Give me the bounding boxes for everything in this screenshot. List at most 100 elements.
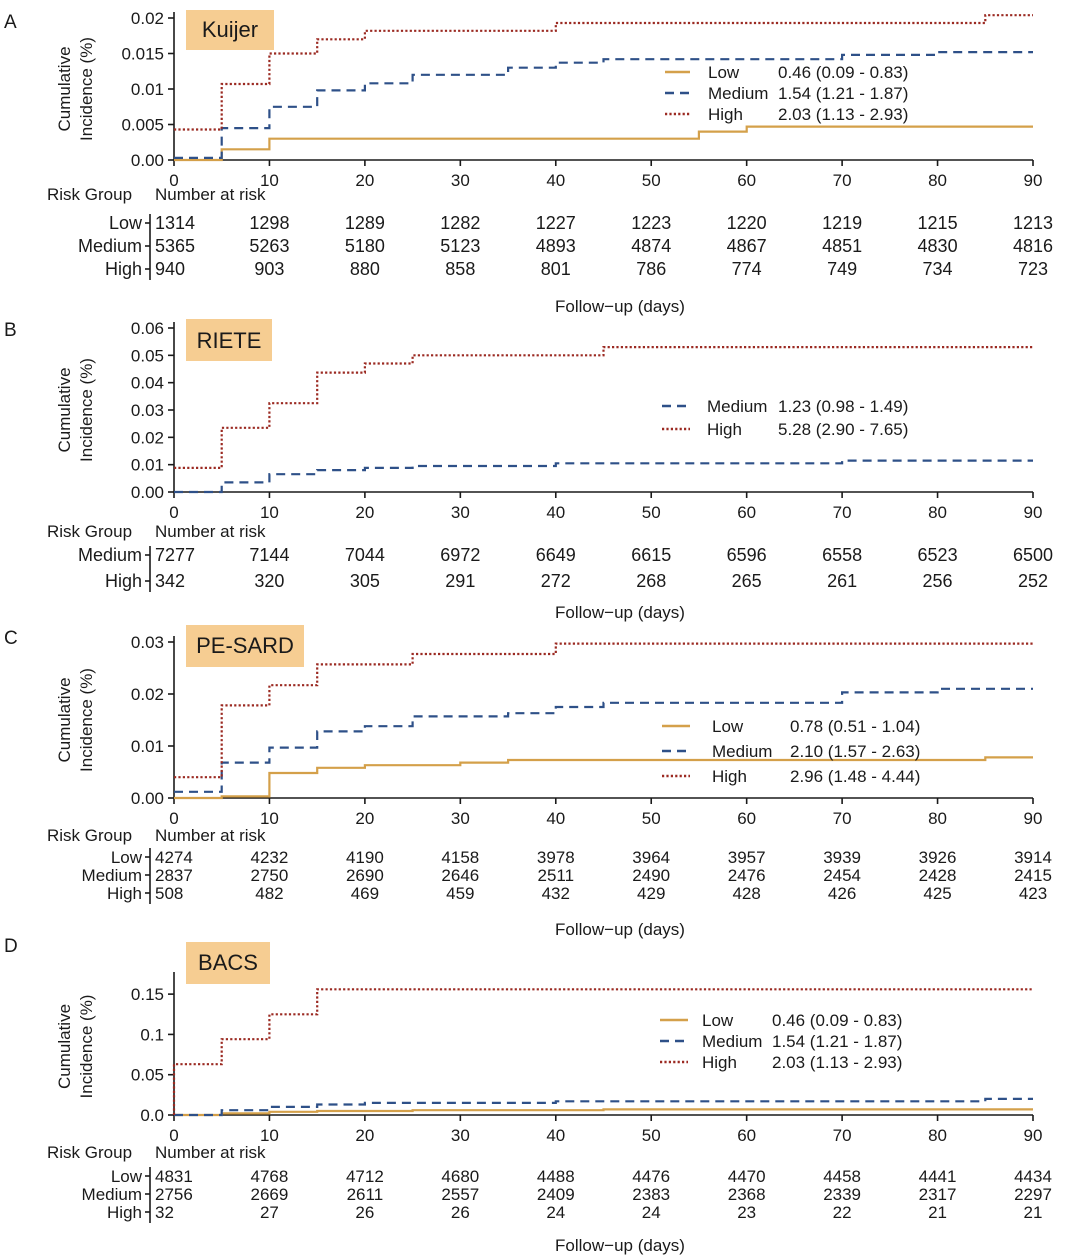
risk-count: 903 [254, 259, 284, 279]
risk-count: 4893 [536, 236, 576, 256]
risk-count: 3939 [823, 848, 861, 867]
risk-count: 4232 [251, 848, 289, 867]
y-tick-label: 0.03 [131, 633, 164, 652]
risk-count: 1298 [249, 213, 289, 233]
risk-count: 2368 [728, 1185, 766, 1204]
risk-count: 4470 [728, 1167, 766, 1186]
x-tick-label: 50 [642, 171, 661, 190]
risk-count: 4190 [346, 848, 384, 867]
risk-count: 4874 [631, 236, 671, 256]
risk-count: 24 [642, 1203, 661, 1222]
y-axis-label-line-2: Incidence (%) [77, 668, 96, 772]
y-axis-label-line-1: Cumulative [55, 677, 74, 762]
legend-hr: 2.03 (1.13 - 2.93) [778, 105, 908, 124]
risk-count: 6558 [822, 545, 862, 565]
x-tick-label: 70 [833, 809, 852, 828]
risk-count: 268 [636, 571, 666, 591]
risk-count: 4830 [918, 236, 958, 256]
risk-count: 2690 [346, 866, 384, 885]
risk-count: 1223 [631, 213, 671, 233]
y-tick-label: 0.005 [121, 116, 164, 135]
y-tick-label: 0.01 [131, 80, 164, 99]
x-tick-label: 80 [928, 503, 947, 522]
risk-count: 2750 [251, 866, 289, 885]
risk-count: 2511 [537, 866, 574, 885]
panel-letter: C [4, 628, 18, 649]
risk-count: 1219 [822, 213, 862, 233]
risk-count: 426 [828, 884, 856, 903]
y-tick-label: 0.03 [131, 401, 164, 420]
x-tick-label: 70 [833, 171, 852, 190]
legend-hr: 1.23 (0.98 - 1.49) [778, 397, 908, 416]
panel-title: RIETE [197, 328, 262, 353]
risk-count: 26 [451, 1203, 470, 1222]
risk-count: 2646 [441, 866, 479, 885]
risk-group-label-low: Low [111, 848, 143, 867]
risk-count: 4441 [919, 1167, 957, 1186]
risk-count: 1213 [1013, 213, 1053, 233]
risk-count: 801 [541, 259, 571, 279]
risk-count: 1289 [345, 213, 385, 233]
risk-count: 774 [732, 259, 762, 279]
legend-label: Low [712, 717, 744, 736]
risk-count: 265 [732, 571, 762, 591]
risk-count: 23 [737, 1203, 756, 1222]
x-tick-label: 90 [1024, 171, 1043, 190]
x-tick-label: 10 [260, 809, 279, 828]
risk-group-label-high: High [107, 884, 142, 903]
x-tick-label: 70 [833, 1126, 852, 1145]
panel-b: B Cumulative Incidence (%) 0.00 0.01 0.02 0.03… [4, 319, 1053, 622]
risk-count: 3978 [537, 848, 575, 867]
risk-count: 2428 [919, 866, 957, 885]
title-box [186, 319, 272, 361]
risk-count: 858 [445, 259, 475, 279]
risk-count: 342 [155, 571, 185, 591]
x-tick-label: 10 [260, 1126, 279, 1145]
x-tick-label: 0 [169, 1126, 178, 1145]
x-tick-label: 40 [546, 809, 565, 828]
risk-count: 5180 [345, 236, 385, 256]
risk-group-header: Risk Group [47, 185, 132, 204]
risk-count: 305 [350, 571, 380, 591]
risk-count: 749 [827, 259, 857, 279]
risk-count: 6649 [536, 545, 576, 565]
y-axis-label-line-1: Cumulative [55, 46, 74, 131]
risk-count: 27 [260, 1203, 279, 1222]
y-tick-label: 0.1 [140, 1025, 164, 1044]
y-tick-label: 0.00 [131, 151, 164, 170]
risk-count: 1215 [918, 213, 958, 233]
risk-count: 4867 [727, 236, 767, 256]
y-tick-label: 0.05 [131, 346, 164, 365]
y-tick-label: 0.00 [131, 483, 164, 502]
risk-count: 4680 [441, 1167, 479, 1186]
legend: Medium 1.23 (0.98 - 1.49) High 5.28 (2.90 -… [662, 397, 908, 439]
legend-hr: 2.03 (1.13 - 2.93) [772, 1053, 902, 1072]
risk-table: Risk Group Number at risk Medium 7277 7144 70… [47, 522, 1053, 592]
risk-count: 880 [350, 259, 380, 279]
risk-count: 6615 [631, 545, 671, 565]
risk-count: 425 [923, 884, 951, 903]
risk-table: Risk Group Number at risk Low 4831 4768 4712 4… [47, 1143, 1052, 1223]
x-axis-label: Follow−up (days) [555, 297, 685, 316]
x-tick-label: 60 [737, 1126, 756, 1145]
x-tick-label: 40 [546, 503, 565, 522]
legend-hr: 1.54 (1.21 - 1.87) [772, 1032, 902, 1051]
risk-count: 261 [827, 571, 857, 591]
y-axis-label-line-2: Incidence (%) [77, 358, 96, 462]
risk-count: 4458 [823, 1167, 861, 1186]
risk-count: 32 [155, 1203, 174, 1222]
x-tick-label: 40 [546, 171, 565, 190]
risk-count: 3926 [919, 848, 957, 867]
x-tick-label: 30 [451, 171, 470, 190]
panel-title: Kuijer [202, 17, 258, 42]
panel-a: A Cumulative Incidence (%) 0.00 0.005 0.01 0.0… [4, 9, 1053, 316]
risk-count: 508 [155, 884, 183, 903]
x-axis-label: Follow−up (days) [555, 603, 685, 622]
risk-count: 4274 [155, 848, 193, 867]
panel-d: D Cumulative Incidence (%) 0.0 0.05 0.1 0.15 0 1… [4, 936, 1052, 1255]
y-tick-label: 0.02 [131, 9, 164, 28]
x-tick-label: 40 [546, 1126, 565, 1145]
risk-count: 2557 [441, 1185, 479, 1204]
risk-count: 7044 [345, 545, 385, 565]
y-tick-label: 0.15 [131, 985, 164, 1004]
